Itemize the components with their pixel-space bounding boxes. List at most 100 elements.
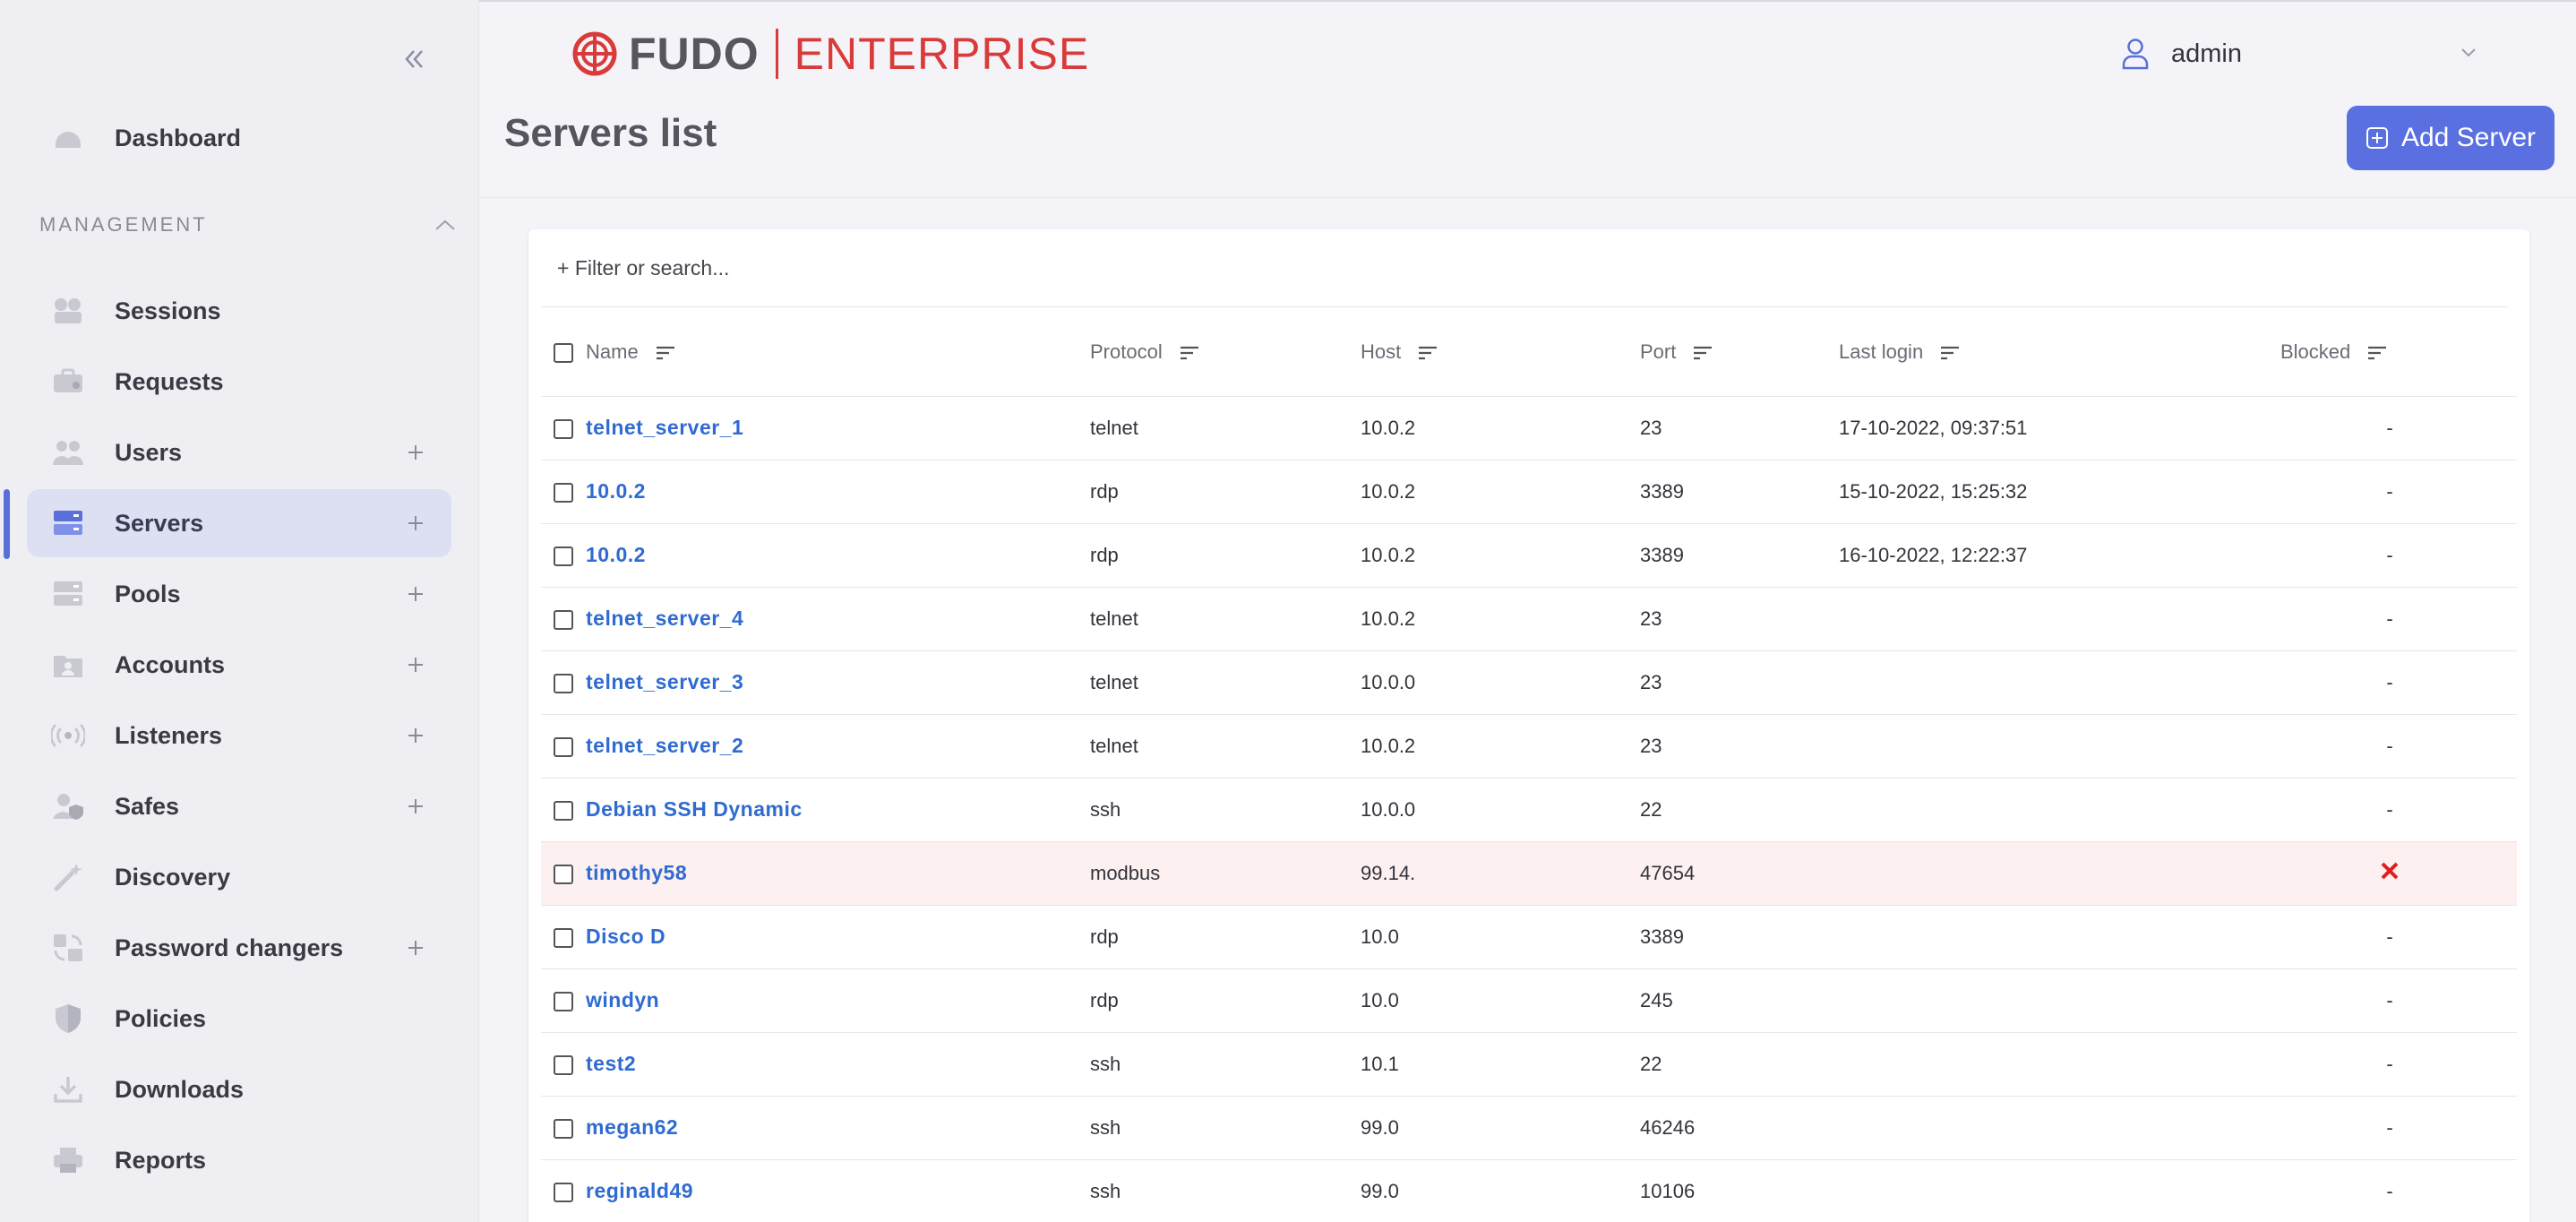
server-name-link[interactable]: Disco D [586, 925, 666, 948]
sidebar-item-servers[interactable]: Servers [27, 489, 451, 557]
collapse-sidebar-button[interactable] [394, 39, 434, 79]
user-menu[interactable]: admin [2121, 32, 2479, 75]
sidebar-item-label: Dashboard [115, 124, 242, 151]
add-user-plus-icon[interactable] [399, 436, 432, 469]
table-row[interactable]: telnet_server_4 telnet 10.0.2 23 - [541, 587, 2517, 650]
table-header-row: Name Protocol Host Port Last login Block… [541, 308, 2517, 396]
host-cell: 99.14. [1361, 861, 1416, 884]
table-row[interactable]: reginald49 ssh 99.0 10106 - [541, 1159, 2517, 1222]
row-checkbox[interactable] [554, 864, 573, 884]
sidebar-item-discovery[interactable]: Discovery [27, 843, 451, 911]
server-name-link[interactable]: megan62 [586, 1115, 679, 1139]
row-checkbox[interactable] [554, 673, 573, 693]
row-checkbox[interactable] [554, 1182, 573, 1202]
add-server-button[interactable]: Add Server [2347, 106, 2555, 170]
filter-search-input[interactable]: + Filter or search... [557, 256, 730, 280]
sort-icon[interactable] [2366, 345, 2388, 361]
protocol-cell: ssh [1090, 1179, 1121, 1202]
add-server-plus-icon[interactable] [399, 507, 432, 539]
sidebar-item-accounts[interactable]: Accounts [27, 631, 451, 699]
sidebar-item-password-changers[interactable]: Password changers [27, 914, 451, 982]
row-checkbox[interactable] [554, 927, 573, 948]
sidebar-item-safes[interactable]: Safes [27, 772, 451, 840]
table-row[interactable]: megan62 ssh 99.0 46246 - [541, 1096, 2517, 1159]
add-listener-plus-icon[interactable] [399, 719, 432, 752]
sidebar-item-pools[interactable]: Pools [27, 560, 451, 628]
sort-icon[interactable] [1939, 345, 1961, 361]
column-header-host[interactable]: Host [1361, 308, 1640, 396]
server-name-link[interactable]: test2 [586, 1052, 637, 1075]
servers-icon [50, 505, 86, 541]
row-checkbox[interactable] [554, 1118, 573, 1139]
dashboard-icon [50, 120, 86, 156]
last-login-cell: 16-10-2022, 12:22:37 [1839, 543, 2028, 566]
column-header-port[interactable]: Port [1640, 308, 1839, 396]
server-name-link[interactable]: windyn [586, 988, 660, 1011]
table-row[interactable]: 10.0.2 rdp 10.0.2 3389 16-10-2022, 12:22… [541, 523, 2517, 587]
server-name-link[interactable]: Debian SSH Dynamic [586, 797, 803, 821]
server-name-link[interactable]: telnet_server_3 [586, 670, 744, 693]
select-all-checkbox[interactable] [554, 342, 573, 363]
table-row[interactable]: telnet_server_3 telnet 10.0.0 23 - [541, 650, 2517, 714]
protocol-cell: telnet [1090, 416, 1138, 439]
sort-icon[interactable] [655, 345, 676, 361]
sidebar-item-sessions[interactable]: Sessions [27, 277, 451, 345]
server-name-link[interactable]: 10.0.2 [586, 543, 646, 566]
server-name-link[interactable]: telnet_server_4 [586, 607, 744, 630]
add-pool-plus-icon[interactable] [399, 578, 432, 610]
column-header-blocked[interactable]: Blocked [2263, 308, 2517, 396]
sidebar-item-policies[interactable]: Policies [27, 985, 451, 1053]
table-row[interactable]: windyn rdp 10.0 245 - [541, 968, 2517, 1032]
port-cell: 22 [1640, 1052, 1662, 1075]
sidebar-item-downloads[interactable]: Downloads [27, 1055, 451, 1123]
last-login-cell [1839, 778, 2263, 841]
table-row[interactable]: test2 ssh 10.1 22 - [541, 1032, 2517, 1096]
sort-icon[interactable] [1692, 345, 1713, 361]
host-cell: 10.1 [1361, 1052, 1399, 1075]
row-checkbox[interactable] [554, 800, 573, 821]
row-checkbox[interactable] [554, 991, 573, 1011]
row-checkbox[interactable] [554, 418, 573, 439]
row-checkbox[interactable] [554, 1054, 573, 1075]
last-login-cell [1839, 714, 2263, 778]
row-checkbox[interactable] [554, 546, 573, 566]
column-header-name[interactable]: Name [586, 308, 1090, 396]
logo-product-text: ENTERPRISE [794, 29, 1090, 79]
sort-icon[interactable] [1179, 345, 1200, 361]
table-row[interactable]: Debian SSH Dynamic ssh 10.0.0 22 - [541, 778, 2517, 841]
table-row[interactable]: 10.0.2 rdp 10.0.2 3389 15-10-2022, 15:25… [541, 460, 2517, 523]
row-checkbox[interactable] [554, 482, 573, 503]
sidebar-item-reports[interactable]: Reports [27, 1126, 451, 1194]
add-safe-plus-icon[interactable] [399, 790, 432, 822]
sidebar-item-listeners[interactable]: Listeners [27, 701, 451, 770]
blocked-cell [2263, 841, 2517, 905]
column-label: Last login [1839, 340, 1924, 363]
add-account-plus-icon[interactable] [399, 649, 432, 681]
last-login-cell [1839, 1159, 2263, 1222]
table-row[interactable]: telnet_server_2 telnet 10.0.2 23 - [541, 714, 2517, 778]
blocked-cell: - [2386, 1052, 2393, 1075]
column-header-protocol[interactable]: Protocol [1090, 308, 1361, 396]
server-name-link[interactable]: reginald49 [586, 1179, 694, 1203]
table-row[interactable]: telnet_server_1 telnet 10.0.2 23 17-10-2… [541, 396, 2517, 460]
sidebar-item-users[interactable]: Users [27, 418, 451, 486]
logo-brand-text: FUDO [629, 29, 760, 79]
sidebar-item-label: Requests [115, 367, 224, 395]
row-checkbox[interactable] [554, 736, 573, 757]
server-name-link[interactable]: telnet_server_2 [586, 734, 744, 757]
sidebar-item-dashboard[interactable]: Dashboard [27, 104, 451, 172]
row-checkbox[interactable] [554, 609, 573, 630]
table-row[interactable]: timothy58 modbus 99.14. 47654 [541, 841, 2517, 905]
section-management[interactable]: MANAGEMENT [39, 211, 457, 238]
header-divider [480, 197, 2576, 198]
server-name-link[interactable]: telnet_server_1 [586, 416, 744, 439]
server-name-link[interactable]: 10.0.2 [586, 479, 646, 503]
sidebar-item-requests[interactable]: Requests [27, 348, 451, 416]
host-cell: 99.0 [1361, 1179, 1399, 1202]
sort-icon[interactable] [1417, 345, 1438, 361]
column-header-last-login[interactable]: Last login [1839, 308, 2263, 396]
host-cell: 10.0.0 [1361, 797, 1416, 821]
server-name-link[interactable]: timothy58 [586, 861, 688, 884]
table-row[interactable]: Disco D rdp 10.0 3389 - [541, 905, 2517, 968]
add-password-changer-plus-icon[interactable] [399, 932, 432, 964]
